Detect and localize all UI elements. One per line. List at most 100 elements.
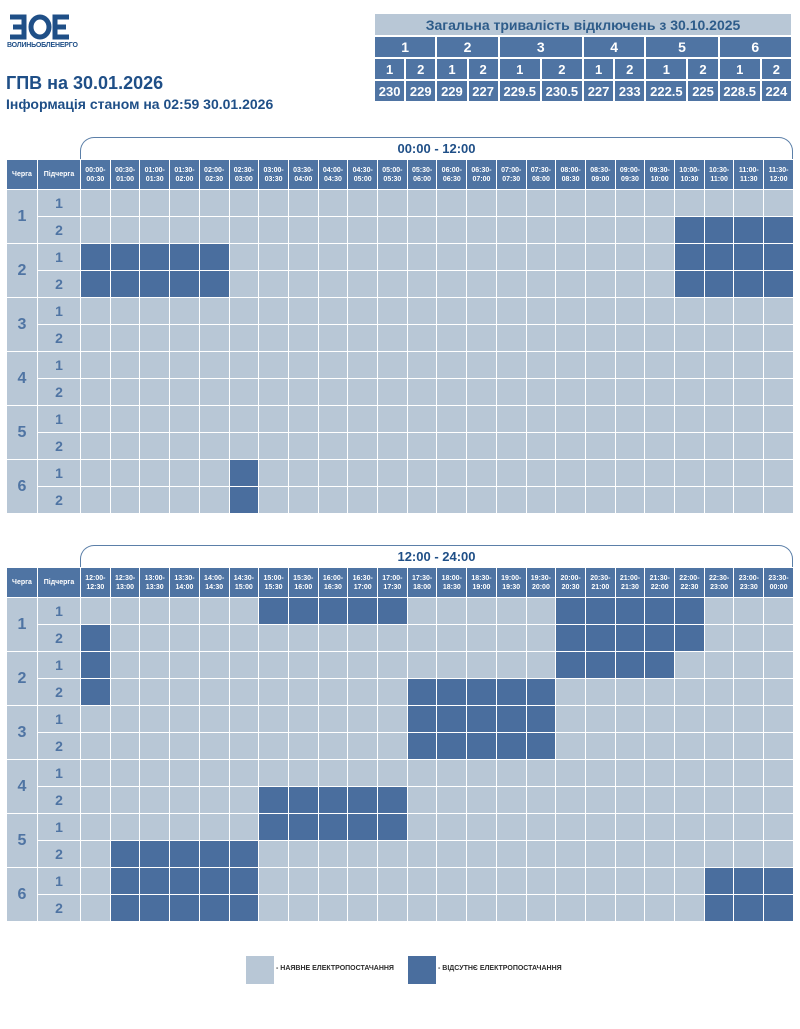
power-cell (495, 459, 527, 487)
power-cell (674, 651, 705, 679)
power-cell (644, 894, 676, 922)
power-cell (287, 324, 319, 352)
power-cell (80, 324, 111, 352)
power-cell (169, 678, 200, 706)
outage-cell (287, 813, 319, 841)
power-cell (198, 432, 230, 460)
subqueue-label: 1 (37, 189, 81, 217)
power-cell (347, 894, 379, 922)
power-cell (584, 867, 616, 895)
power-cell (406, 813, 438, 841)
power-cell (258, 678, 289, 706)
power-cell (584, 243, 616, 271)
power-cell (763, 705, 794, 733)
outage-cell (258, 597, 289, 625)
power-cell (109, 432, 141, 460)
power-cell (495, 189, 527, 217)
time-slot-header: 19:30- 20:00 (525, 567, 557, 598)
power-cell (733, 651, 765, 679)
power-cell (674, 324, 705, 352)
power-cell (614, 378, 646, 406)
power-cell (109, 813, 141, 841)
power-cell (644, 432, 676, 460)
schedule-row: 2 (7, 486, 794, 514)
time-slot-header: 11:00- 11:30 (733, 159, 765, 190)
legend-swatch-off (408, 956, 436, 984)
time-slot-header: 07:00- 07:30 (495, 159, 527, 190)
power-cell (228, 324, 260, 352)
power-cell (703, 405, 735, 433)
outage-cell (377, 597, 408, 625)
power-cell (198, 486, 230, 514)
power-cell (674, 894, 705, 922)
power-cell (763, 786, 794, 814)
power-cell (347, 651, 379, 679)
power-cell (258, 189, 289, 217)
power-cell (466, 651, 497, 679)
power-cell (169, 597, 200, 625)
power-cell (614, 732, 646, 760)
schedule-row: 2 (7, 732, 794, 760)
power-cell (614, 894, 646, 922)
power-cell (377, 243, 408, 271)
time-slot-header: 20:30- 21:00 (584, 567, 616, 598)
time-slot-header: 08:30- 09:00 (584, 159, 616, 190)
power-cell (347, 216, 379, 244)
outage-cell (228, 459, 260, 487)
outage-cell (139, 867, 171, 895)
time-slot-header: 23:00- 23:30 (733, 567, 765, 598)
power-cell (198, 651, 230, 679)
power-cell (109, 786, 141, 814)
power-cell (169, 432, 200, 460)
power-cell (347, 378, 379, 406)
power-cell (198, 297, 230, 325)
power-cell (198, 378, 230, 406)
power-cell (80, 867, 111, 895)
power-cell (198, 324, 230, 352)
power-cell (109, 759, 141, 787)
summary-subqueue: 1 (372, 57, 407, 81)
power-cell (525, 297, 557, 325)
time-slot-header: 10:30- 11:00 (703, 159, 735, 190)
power-cell (436, 459, 468, 487)
power-cell (466, 759, 497, 787)
power-cell (614, 432, 646, 460)
power-cell (287, 867, 319, 895)
summary-subqueue: 1 (717, 57, 762, 81)
power-cell (466, 243, 497, 271)
power-cell (139, 324, 171, 352)
outage-cell (80, 651, 111, 679)
power-cell (198, 597, 230, 625)
power-cell (614, 678, 646, 706)
subqueue-label: 1 (37, 243, 81, 271)
power-cell (139, 351, 171, 379)
subqueue-label: 2 (37, 270, 81, 298)
power-cell (555, 732, 586, 760)
period-header: 00:00 - 12:00 (80, 137, 793, 159)
outage-cell (198, 243, 230, 271)
power-cell (287, 651, 319, 679)
power-cell (317, 297, 349, 325)
power-cell (555, 189, 586, 217)
power-cell (377, 894, 408, 922)
power-cell (139, 732, 171, 760)
grid-header-row: Черга Підчерга 00:00- 00:30 00:30- 01:00 01:00… (6, 159, 794, 190)
outage-cell (287, 786, 319, 814)
power-cell (763, 759, 794, 787)
power-cell (436, 297, 468, 325)
power-cell (703, 189, 735, 217)
power-cell (258, 624, 289, 652)
outage-cell (317, 813, 349, 841)
power-cell (377, 351, 408, 379)
power-cell (317, 216, 349, 244)
power-cell (584, 894, 616, 922)
power-cell (733, 759, 765, 787)
outage-cell (495, 678, 527, 706)
power-cell (644, 405, 676, 433)
power-cell (228, 351, 260, 379)
power-cell (466, 351, 497, 379)
power-cell (644, 459, 676, 487)
outage-cell (703, 270, 735, 298)
power-cell (436, 324, 468, 352)
